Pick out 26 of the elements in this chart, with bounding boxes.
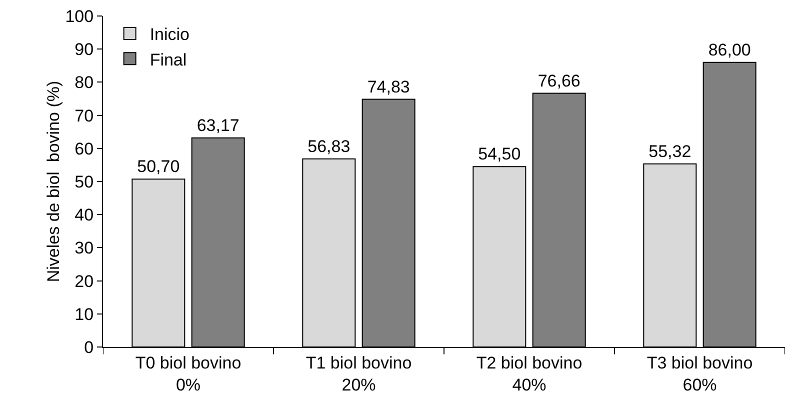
y-tick-label: 0: [84, 338, 94, 357]
y-tick-label: 20: [74, 272, 94, 291]
y-tick-label: 100: [65, 6, 94, 26]
x-tick-label: T2 biol bovino 40%: [476, 353, 582, 394]
data-label: 54,50: [478, 144, 521, 164]
y-tick-label: 30: [74, 238, 94, 258]
data-label: 56,83: [308, 136, 350, 156]
y-tick-label: 60: [74, 139, 94, 158]
y-tick-label: 40: [74, 206, 94, 225]
data-label: 63,17: [196, 116, 240, 135]
y-axis-title: Niveles de biol bovino (%): [44, 80, 63, 282]
data-label: 50,70: [137, 157, 180, 176]
x-tick-label: T1 biol bovino 20%: [306, 353, 412, 394]
y-tick-label: 10: [74, 304, 94, 324]
data-label: 74,83: [367, 77, 410, 96]
y-tick-label: 90: [74, 40, 94, 60]
y-tick-label: 50: [74, 172, 94, 192]
x-tick-label: T3 biol bovino 60%: [646, 353, 753, 394]
legend-label: Inicio: [150, 25, 190, 44]
y-tick-label: 70: [74, 106, 94, 126]
data-label: 76,66: [538, 71, 580, 90]
data-label: 86,00: [708, 40, 751, 60]
legend-label: Final: [150, 50, 187, 70]
y-tick-label: 80: [74, 73, 94, 92]
data-label: 55,32: [648, 142, 692, 161]
x-tick-label: T0 biol bovino 0%: [135, 353, 242, 394]
